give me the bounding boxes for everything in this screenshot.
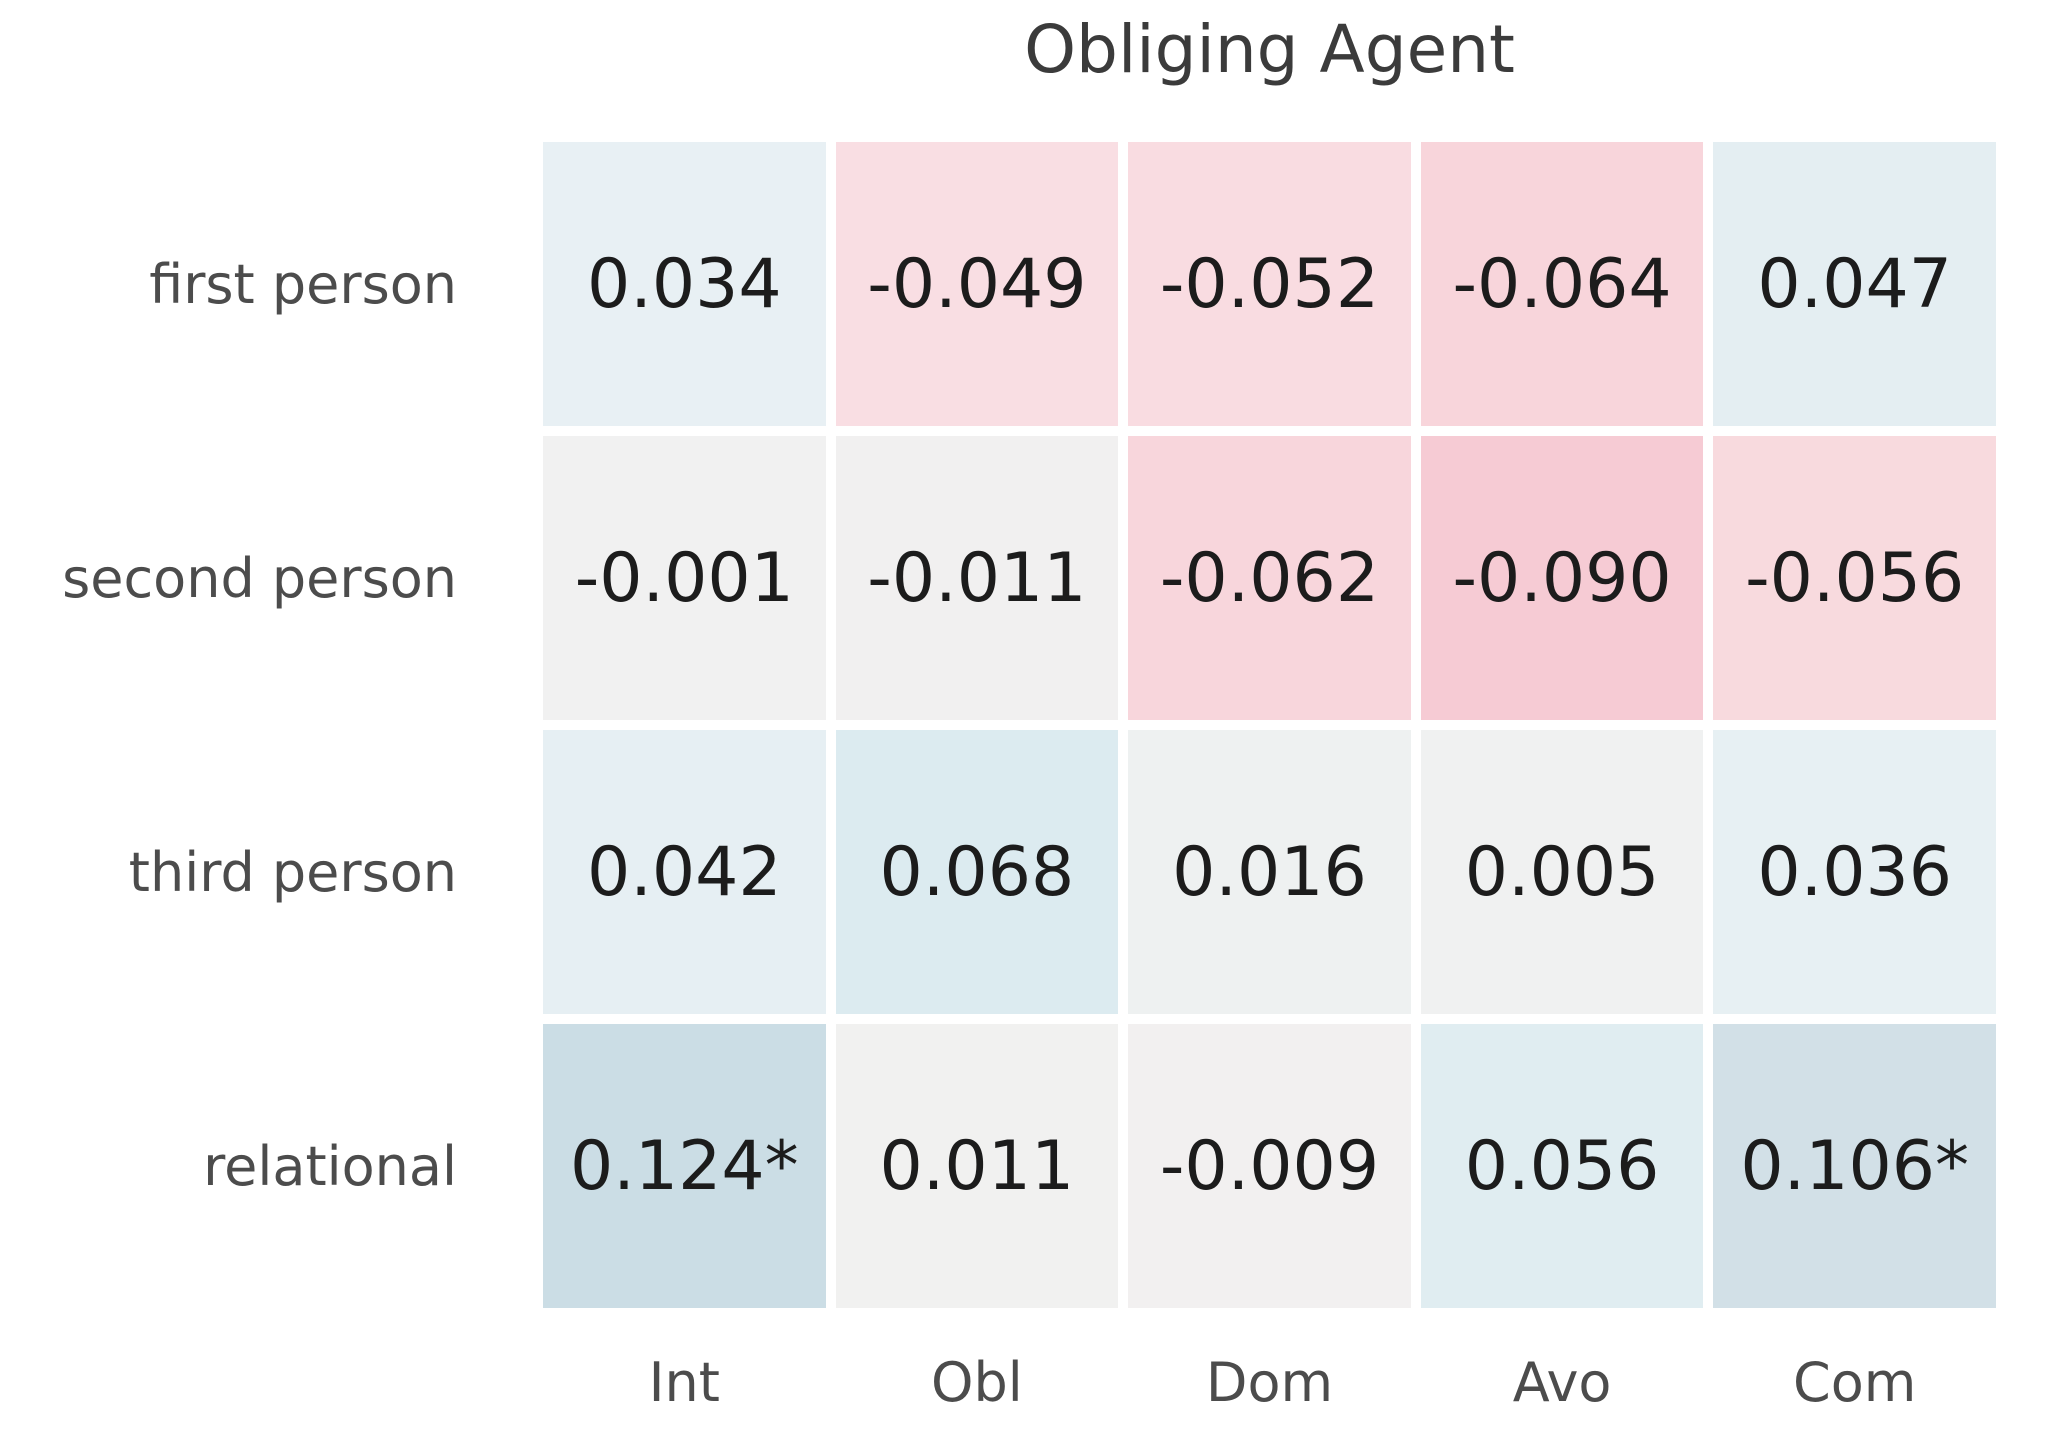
column-label: Int <box>648 1350 720 1414</box>
heatmap-cell: 0.047 <box>1713 142 1996 426</box>
heatmap-cell: 0.042 <box>543 730 826 1014</box>
chart-title: Obliging Agent <box>1024 11 1515 88</box>
heatmap-cell: -0.052 <box>1128 142 1411 426</box>
heatmap-cell: -0.064 <box>1420 142 1704 426</box>
heatmap-cell: -0.056 <box>1713 436 1996 720</box>
column-label: Com <box>1793 1350 1917 1414</box>
heatmap-cell: 0.036 <box>1713 730 1996 1014</box>
row-axis-labels: first person second person third person rel… <box>0 142 505 1308</box>
heatmap-cell: -0.011 <box>835 436 1119 720</box>
heatmap-cell: 0.068 <box>835 730 1119 1014</box>
heatmap-cell: -0.001 <box>543 436 826 720</box>
column-label: Dom <box>1205 1350 1334 1414</box>
heatmap-cell: -0.009 <box>1128 1024 1411 1308</box>
heatmap-cell: 0.005 <box>1420 730 1704 1014</box>
row-label: second person <box>62 546 457 610</box>
heatmap-cell: 0.056 <box>1420 1024 1704 1308</box>
heatmap-cell: 0.011 <box>835 1024 1119 1308</box>
column-axis-labels: Int Obl Dom Avo Com <box>543 1332 1996 1432</box>
row-label: third person <box>128 840 457 904</box>
column-label: Avo <box>1512 1350 1612 1414</box>
heatmap-cell: 0.124* <box>543 1024 826 1308</box>
heatmap-cell: 0.016 <box>1128 730 1411 1014</box>
row-label: relational <box>203 1134 457 1198</box>
heatmap-cell: -0.062 <box>1128 436 1411 720</box>
heatmap-cell: 0.106* <box>1713 1024 1996 1308</box>
row-label: first person <box>149 252 457 316</box>
column-label: Obl <box>930 1350 1023 1414</box>
heatmap-cell: -0.049 <box>835 142 1119 426</box>
heatmap-cell: 0.034 <box>543 142 826 426</box>
heatmap-cell: -0.090 <box>1420 436 1704 720</box>
heatmap-grid: 0.034 -0.049 -0.052 -0.064 0.047 -0.001 -0.011… <box>543 142 1996 1308</box>
